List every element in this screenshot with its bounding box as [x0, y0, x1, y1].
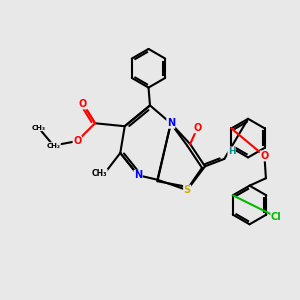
Text: S: S: [184, 185, 191, 195]
Text: O: O: [73, 136, 81, 146]
Text: N: N: [134, 170, 142, 180]
Text: N: N: [167, 118, 175, 128]
Text: CH₃: CH₃: [92, 169, 107, 178]
Text: O: O: [194, 123, 202, 133]
Text: O: O: [79, 99, 87, 109]
Text: CH₂: CH₂: [46, 142, 60, 148]
Text: H: H: [228, 147, 236, 156]
Text: CH₃: CH₃: [32, 125, 46, 131]
Text: Cl: Cl: [271, 212, 282, 222]
Text: O: O: [260, 151, 268, 161]
